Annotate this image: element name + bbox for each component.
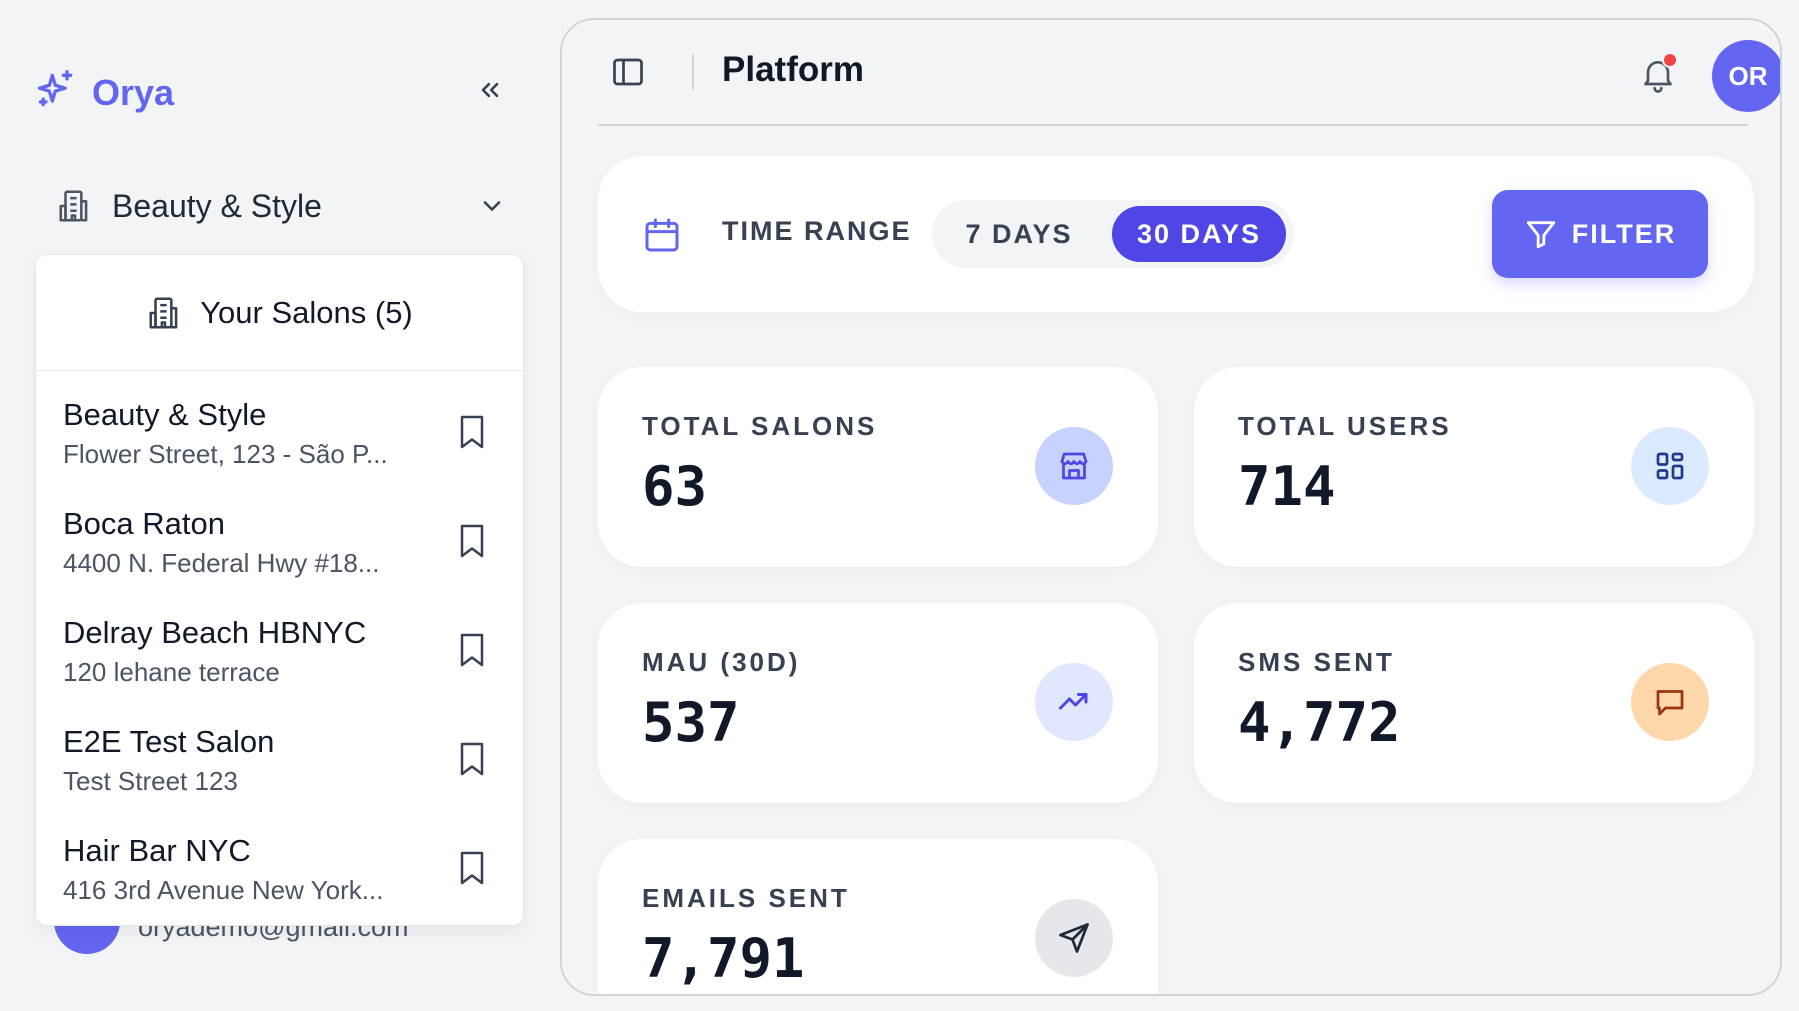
stat-card-total-users: TOTAL USERS 714 [1194,367,1754,567]
time-range-toggle: 7 DAYS 30 DAYS [932,200,1294,268]
stat-label: TOTAL USERS [1238,411,1452,441]
stat-value: 7,791 [642,927,805,990]
page-title: Platform [722,50,864,89]
topbar-divider [692,54,694,90]
salon-list-item[interactable]: Hair Bar NYC 416 3rd Avenue New York... [36,819,523,925]
stat-label: SMS SENT [1238,647,1395,677]
salon-name: Beauty & Style [63,397,267,432]
brand-name: Orya [92,71,175,113]
salon-dropdown-header: Your Salons (5) [36,255,523,371]
bookmark-icon[interactable] [457,631,487,669]
notification-badge [1662,52,1678,68]
bookmark-icon[interactable] [457,740,487,778]
stat-card-mau: MAU (30D) 537 [598,603,1158,803]
stat-label: EMAILS SENT [642,883,850,913]
calendar-icon [642,214,682,256]
bookmark-icon[interactable] [457,413,487,451]
stat-label: TOTAL SALONS [642,411,878,441]
filter-label: FILTER [1571,218,1677,249]
salon-address: 120 lehane terrace [63,657,280,687]
sparkles-icon [34,68,78,117]
salon-name: E2E Test Salon [63,724,275,759]
main-panel: Platform OR TIME RANGE 7 DAYS 30 DAYS [560,18,1782,996]
salon-address: 4400 N. Federal Hwy #18... [63,548,380,578]
stat-value: 537 [642,691,740,754]
bookmark-icon[interactable] [457,522,487,560]
brand-logo[interactable]: Orya [34,68,174,117]
filter-icon [1524,217,1558,251]
stat-value: 4,772 [1238,691,1401,754]
time-range-7-days[interactable]: 7 DAYS [965,218,1073,249]
salon-name: Boca Raton [63,506,225,541]
salon-address: Test Street 123 [63,766,238,796]
grid-icon [1631,427,1709,505]
salon-list-item[interactable]: Beauty & Style Flower Street, 123 - São … [36,383,523,492]
salon-name: Delray Beach HBNYC [63,615,367,650]
bell-icon[interactable] [1638,54,1678,94]
stat-card-total-salons: TOTAL SALONS 63 [598,367,1158,567]
chevrons-left-icon [476,76,504,109]
building-icon [56,187,94,225]
sidebar: Orya Beauty & Style [0,0,540,1011]
time-range-label: TIME RANGE [722,216,912,246]
store-icon [1035,427,1113,505]
collapse-sidebar-button[interactable] [470,72,510,112]
salon-dropdown-title: Your Salons (5) [200,294,413,330]
stat-label: MAU (30D) [642,647,801,677]
bookmark-icon[interactable] [457,849,487,887]
building-icon [146,294,184,332]
salon-name: Hair Bar NYC [63,833,251,868]
salon-switcher[interactable]: Beauty & Style [56,180,506,232]
send-icon [1035,899,1113,977]
stat-value: 714 [1238,455,1336,518]
chevron-down-icon [478,192,506,220]
salon-list: Beauty & Style Flower Street, 123 - São … [36,371,523,925]
time-range-30-days[interactable]: 30 DAYS [1112,206,1286,262]
trending-up-icon [1035,663,1113,741]
current-salon-label: Beauty & Style [112,187,322,224]
top-bar: Platform OR [598,20,1780,126]
filter-button[interactable]: FILTER [1492,190,1708,278]
salon-dropdown: Your Salons (5) Beauty & Style Flower St… [35,254,524,926]
salon-list-item[interactable]: E2E Test Salon Test Street 123 [36,710,523,819]
salon-address: Flower Street, 123 - São P... [63,439,388,469]
salon-list-item[interactable]: Boca Raton 4400 N. Federal Hwy #18... [36,492,523,601]
time-range-bar: TIME RANGE 7 DAYS 30 DAYS FILTER [598,156,1754,312]
sidebar-toggle-icon[interactable] [610,54,646,90]
message-square-icon [1631,663,1709,741]
salon-address: 416 3rd Avenue New York... [63,875,384,905]
stat-value: 63 [642,455,708,518]
salon-list-item[interactable]: Delray Beach HBNYC 120 lehane terrace [36,601,523,710]
avatar[interactable]: OR [1712,40,1780,112]
stat-card-emails-sent: EMAILS SENT 7,791 [598,839,1158,994]
stat-card-sms-sent: SMS SENT 4,772 [1194,603,1754,803]
